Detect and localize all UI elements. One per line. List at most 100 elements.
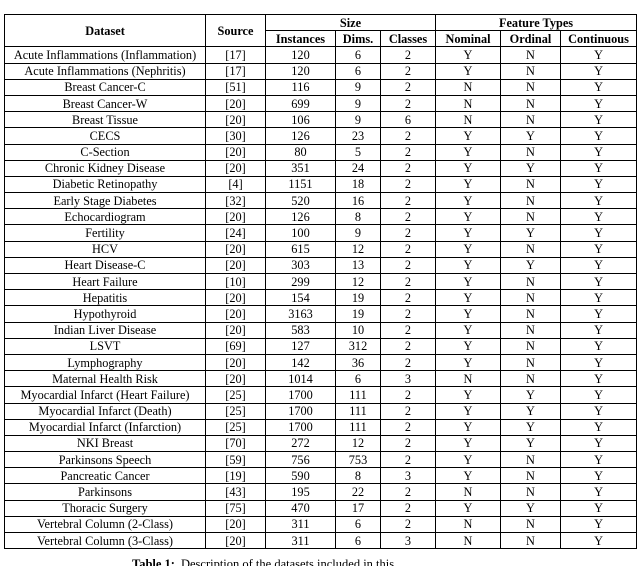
table-cell: Y <box>559 224 638 242</box>
table-row: HCV [20] 615 12 2 Y N Y <box>4 240 638 258</box>
table-cell: Vertebral Column (3-Class) <box>4 531 206 550</box>
table-cell: [51] <box>205 78 266 96</box>
table-cell: 2 <box>380 94 436 113</box>
table-cell: Y <box>435 418 501 436</box>
table-cell: Vertebral Column (2-Class) <box>4 515 206 534</box>
table-cell: N <box>500 208 561 226</box>
table-cell: 6 <box>335 515 381 534</box>
table-cell: Y <box>559 46 638 64</box>
table-cell: 2 <box>380 337 436 355</box>
table-cell: 2 <box>380 402 436 420</box>
table-cell: 9 <box>335 94 381 113</box>
header-cell: Nominal <box>435 30 501 48</box>
table-cell: Y <box>559 386 638 404</box>
table-row: Heart Disease-C [20] 303 13 2 Y Y Y <box>4 256 638 275</box>
table-cell: Y <box>435 353 501 372</box>
table-cell: 3 <box>380 531 436 550</box>
table-cell: 2 <box>380 483 436 501</box>
table-cell: 2 <box>380 321 436 339</box>
table-cell: [30] <box>205 127 266 145</box>
table-row: Chronic Kidney Disease [20] 351 24 2 Y Y Y <box>4 159 638 177</box>
table-cell: 116 <box>265 78 336 96</box>
table-cell: 12 <box>335 434 381 453</box>
table-cell: 19 <box>335 305 381 323</box>
table-cell: Myocardial Infarct (Infarction) <box>4 418 206 436</box>
header-cell: Ordinal <box>500 30 561 48</box>
table-cell: N <box>435 94 501 113</box>
table-cell: Y <box>435 159 501 177</box>
table-cell: Y <box>435 337 501 355</box>
table-cell: Y <box>435 499 501 517</box>
table-cell: N <box>435 483 501 501</box>
table-row: Myocardial Infarct (Heart Failure) [25] 17… <box>4 386 638 404</box>
dataset-table: Dataset Source Size Feature Types Instan… <box>4 13 638 550</box>
table-cell: 17 <box>335 499 381 517</box>
table-cell: N <box>500 321 561 339</box>
table-cell: [17] <box>205 62 266 80</box>
table-cell: Y <box>559 143 638 161</box>
table-cell: N <box>500 62 561 80</box>
table-cell: 12 <box>335 272 381 291</box>
table-cell: [17] <box>205 46 266 64</box>
table-cell: Y <box>435 208 501 226</box>
table-cell: 154 <box>265 289 336 307</box>
table-cell: 2 <box>380 418 436 436</box>
table-cell: Y <box>435 175 501 194</box>
table-cell: N <box>500 305 561 323</box>
table-cell: [32] <box>205 192 266 210</box>
table-cell: 100 <box>265 224 336 242</box>
header-cell: Continuous <box>559 30 638 48</box>
table-cell: Y <box>559 451 638 469</box>
table-cell: Y <box>435 289 501 307</box>
table-cell: Breast Cancer-C <box>4 78 206 96</box>
table-cell: 699 <box>265 94 336 113</box>
header-cell: Dataset <box>4 13 206 48</box>
table-cell: Y <box>435 46 501 64</box>
table-cell: 10 <box>335 321 381 339</box>
table-cell: [20] <box>205 515 266 534</box>
table-cell: Heart Failure <box>4 272 206 291</box>
table-cell: Hepatitis <box>4 289 206 307</box>
table-cell: [20] <box>205 208 266 226</box>
table-cell: 2 <box>380 434 436 453</box>
table-row: Heart Failure [10] 299 12 2 Y N Y <box>4 272 638 291</box>
table-row: Hepatitis [20] 154 19 2 Y N Y <box>4 289 638 307</box>
table-cell: 2 <box>380 159 436 177</box>
table-cell: [59] <box>205 451 266 469</box>
table-cell: HCV <box>4 240 206 258</box>
table-cell: 19 <box>335 289 381 307</box>
table-cell: 2 <box>380 208 436 226</box>
table-cell: 5 <box>335 143 381 161</box>
table-cell: Y <box>559 127 638 145</box>
table-cell: Y <box>500 224 561 242</box>
table-row: Indian Liver Disease [20] 583 10 2 Y N Y <box>4 321 638 339</box>
table-cell: [20] <box>205 111 266 129</box>
table-row: LSVT [69] 127 312 2 Y N Y <box>4 337 638 355</box>
table-cell: Y <box>559 272 638 291</box>
table-cell: 3 <box>380 370 436 388</box>
table-cell: 2 <box>380 62 436 80</box>
table-cell: Indian Liver Disease <box>4 321 206 339</box>
table-cell: [4] <box>205 175 266 194</box>
table-cell: N <box>500 272 561 291</box>
table-cell: Y <box>559 434 638 453</box>
table-cell: Fertility <box>4 224 206 242</box>
table-row: Hypothyroid [20] 3163 19 2 Y N Y <box>4 305 638 323</box>
table-cell: 1700 <box>265 402 336 420</box>
caption-label: Table 1: <box>132 557 175 566</box>
table-cell: Early Stage Diabetes <box>4 192 206 210</box>
table-cell: 142 <box>265 353 336 372</box>
table-cell: Y <box>435 451 501 469</box>
table-cell: 22 <box>335 483 381 501</box>
table-row: Vertebral Column (2-Class) [20] 311 6 2 N N Y <box>4 515 638 534</box>
table-cell: N <box>435 78 501 96</box>
table-cell: [25] <box>205 386 266 404</box>
table-cell: 1700 <box>265 386 336 404</box>
table-cell: 2 <box>380 499 436 517</box>
table-cell: Heart Disease-C <box>4 256 206 275</box>
table-cell: 311 <box>265 515 336 534</box>
table-cell: Y <box>559 94 638 113</box>
table-cell: Y <box>435 143 501 161</box>
subheader-row: Instances Dims. Classes Nominal Ordinal Conti… <box>5 30 638 48</box>
